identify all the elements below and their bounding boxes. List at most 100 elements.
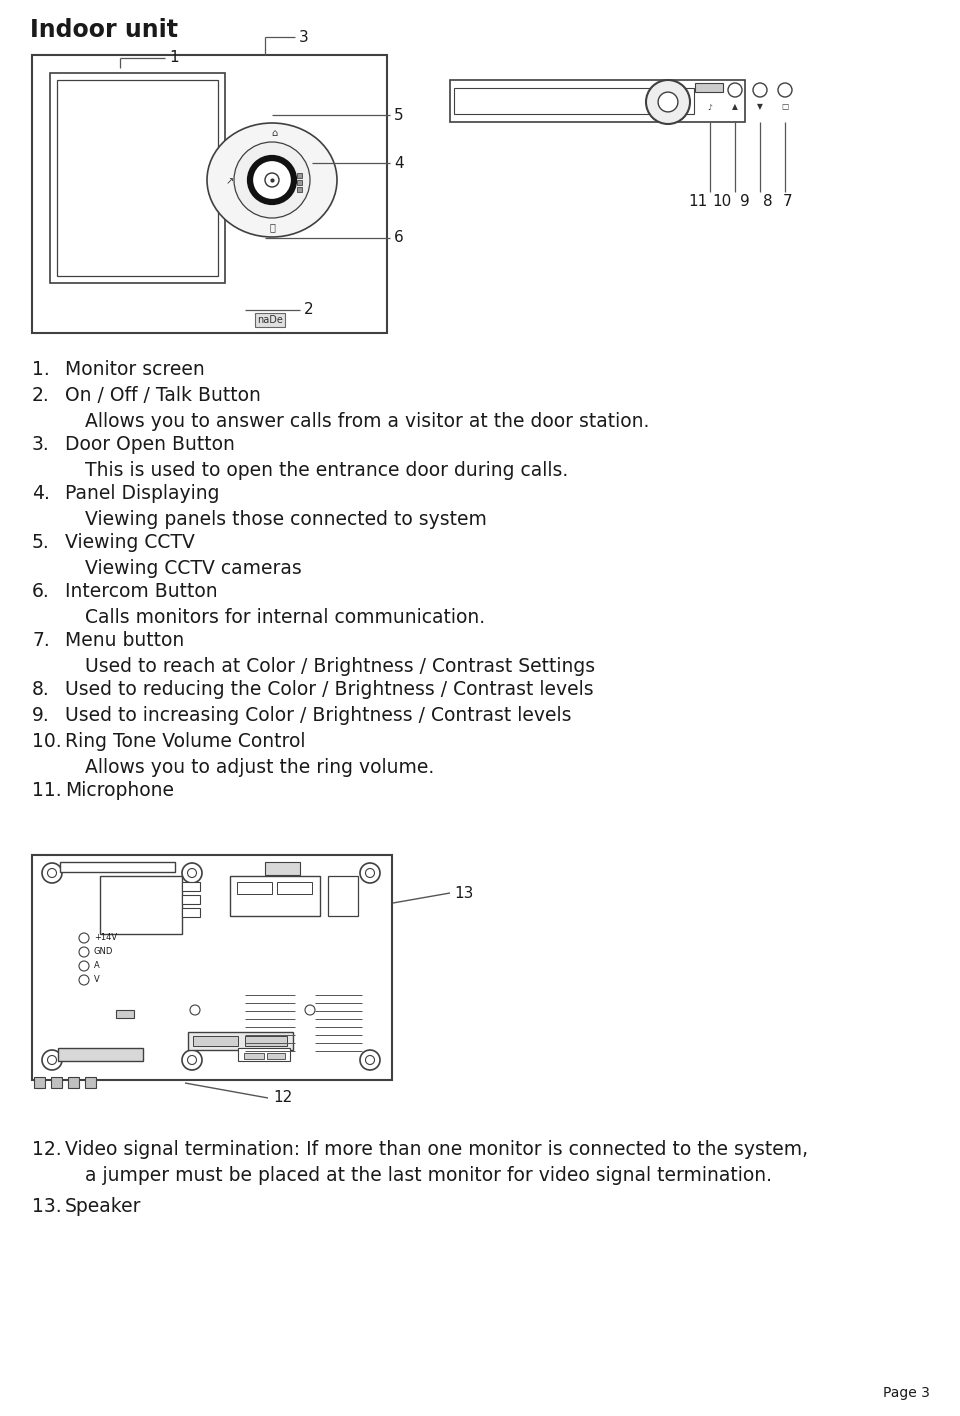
Bar <box>265 862 300 875</box>
Text: Video signal termination: If more than one monitor is connected to the system,: Video signal termination: If more than o… <box>65 1140 808 1160</box>
Text: Monitor screen: Monitor screen <box>65 360 204 379</box>
Circle shape <box>360 1051 380 1070</box>
Text: Indoor unit: Indoor unit <box>30 18 178 42</box>
Text: +14V: +14V <box>94 933 117 943</box>
Text: 12.: 12. <box>32 1140 61 1160</box>
Text: Viewing CCTV cameras: Viewing CCTV cameras <box>85 559 301 578</box>
Bar <box>193 1037 238 1046</box>
Text: Viewing panels those connected to system: Viewing panels those connected to system <box>85 510 487 530</box>
Bar <box>57 79 218 276</box>
Bar <box>51 1078 62 1087</box>
Text: A: A <box>94 961 100 970</box>
Text: naDe: naDe <box>257 314 283 326</box>
Text: 4: 4 <box>394 156 403 170</box>
Text: 2: 2 <box>304 303 314 317</box>
Text: Microphone: Microphone <box>65 782 174 800</box>
Bar <box>695 84 723 92</box>
Bar <box>116 1010 134 1018</box>
Text: 12: 12 <box>273 1090 292 1106</box>
Bar <box>182 908 200 918</box>
Text: This is used to open the entrance door during calls.: This is used to open the entrance door d… <box>85 462 568 480</box>
Text: Used to increasing Color / Brightness / Contrast levels: Used to increasing Color / Brightness / … <box>65 707 571 725</box>
Bar <box>100 877 182 935</box>
Circle shape <box>753 84 767 98</box>
Text: Used to reducing the Color / Brightness / Contrast levels: Used to reducing the Color / Brightness … <box>65 680 593 700</box>
Bar <box>85 1078 96 1087</box>
Circle shape <box>182 1051 202 1070</box>
Text: 9.: 9. <box>32 707 50 725</box>
Text: 8.: 8. <box>32 680 50 700</box>
Bar <box>297 173 302 178</box>
Circle shape <box>47 868 57 878</box>
Circle shape <box>79 976 89 986</box>
Text: 2.: 2. <box>32 387 50 405</box>
Text: 6: 6 <box>394 231 404 245</box>
Bar <box>244 1054 264 1059</box>
Text: 3: 3 <box>299 30 309 44</box>
Text: Menu button: Menu button <box>65 632 184 650</box>
Text: Speaker: Speaker <box>65 1197 141 1216</box>
Circle shape <box>360 862 380 884</box>
Text: V: V <box>94 976 100 984</box>
Text: Allows you to answer calls from a visitor at the door station.: Allows you to answer calls from a visito… <box>85 412 649 430</box>
Bar <box>230 877 320 916</box>
Bar <box>450 79 745 122</box>
Text: GND: GND <box>94 947 113 956</box>
Text: 5.: 5. <box>32 532 50 552</box>
Text: Calls monitors for internal communication.: Calls monitors for internal communicatio… <box>85 607 485 627</box>
Circle shape <box>187 868 197 878</box>
Bar <box>277 882 312 893</box>
Circle shape <box>79 961 89 971</box>
Bar <box>60 862 175 872</box>
Text: 7.: 7. <box>32 632 50 650</box>
Circle shape <box>79 947 89 957</box>
Bar <box>182 895 200 903</box>
Text: 10.: 10. <box>32 732 61 750</box>
Circle shape <box>187 1055 197 1065</box>
Circle shape <box>47 1055 57 1065</box>
Bar <box>50 74 225 283</box>
Text: Allows you to adjust the ring volume.: Allows you to adjust the ring volume. <box>85 758 434 777</box>
Text: 3.: 3. <box>32 435 50 455</box>
Circle shape <box>265 173 279 187</box>
Text: Door Open Button: Door Open Button <box>65 435 235 455</box>
Ellipse shape <box>207 123 337 236</box>
Text: ▼: ▼ <box>757 102 763 112</box>
Bar <box>328 877 358 916</box>
Circle shape <box>646 79 690 125</box>
Bar <box>297 180 302 185</box>
Text: 1.: 1. <box>32 360 50 379</box>
Text: Intercom Button: Intercom Button <box>65 582 218 600</box>
Text: □: □ <box>781 102 788 112</box>
Text: ⌂: ⌂ <box>271 129 277 139</box>
Circle shape <box>366 1055 374 1065</box>
Circle shape <box>366 868 374 878</box>
Circle shape <box>659 92 678 112</box>
Bar <box>267 1054 285 1059</box>
Text: ⏻: ⏻ <box>269 222 275 232</box>
Text: Viewing CCTV: Viewing CCTV <box>65 532 195 552</box>
Text: 9: 9 <box>740 194 750 210</box>
Circle shape <box>42 1051 62 1070</box>
Text: On / Off / Talk Button: On / Off / Talk Button <box>65 387 261 405</box>
Text: Used to reach at Color / Brightness / Contrast Settings: Used to reach at Color / Brightness / Co… <box>85 657 595 675</box>
Bar <box>238 1048 290 1061</box>
Text: 1: 1 <box>169 51 179 65</box>
Circle shape <box>305 1005 315 1015</box>
Text: 11.: 11. <box>32 782 61 800</box>
Bar <box>297 187 302 193</box>
Text: 6.: 6. <box>32 582 50 600</box>
Bar <box>32 855 392 1080</box>
Text: Ring Tone Volume Control: Ring Tone Volume Control <box>65 732 305 750</box>
Text: 11: 11 <box>688 194 708 210</box>
Bar <box>454 88 694 115</box>
Circle shape <box>182 862 202 884</box>
Text: Panel Displaying: Panel Displaying <box>65 484 220 503</box>
Text: 8: 8 <box>763 194 773 210</box>
Bar <box>182 882 200 891</box>
Text: 5: 5 <box>394 108 403 123</box>
Text: Page 3: Page 3 <box>883 1386 930 1400</box>
Bar <box>188 1032 293 1051</box>
Circle shape <box>250 159 294 202</box>
Text: 10: 10 <box>712 194 732 210</box>
